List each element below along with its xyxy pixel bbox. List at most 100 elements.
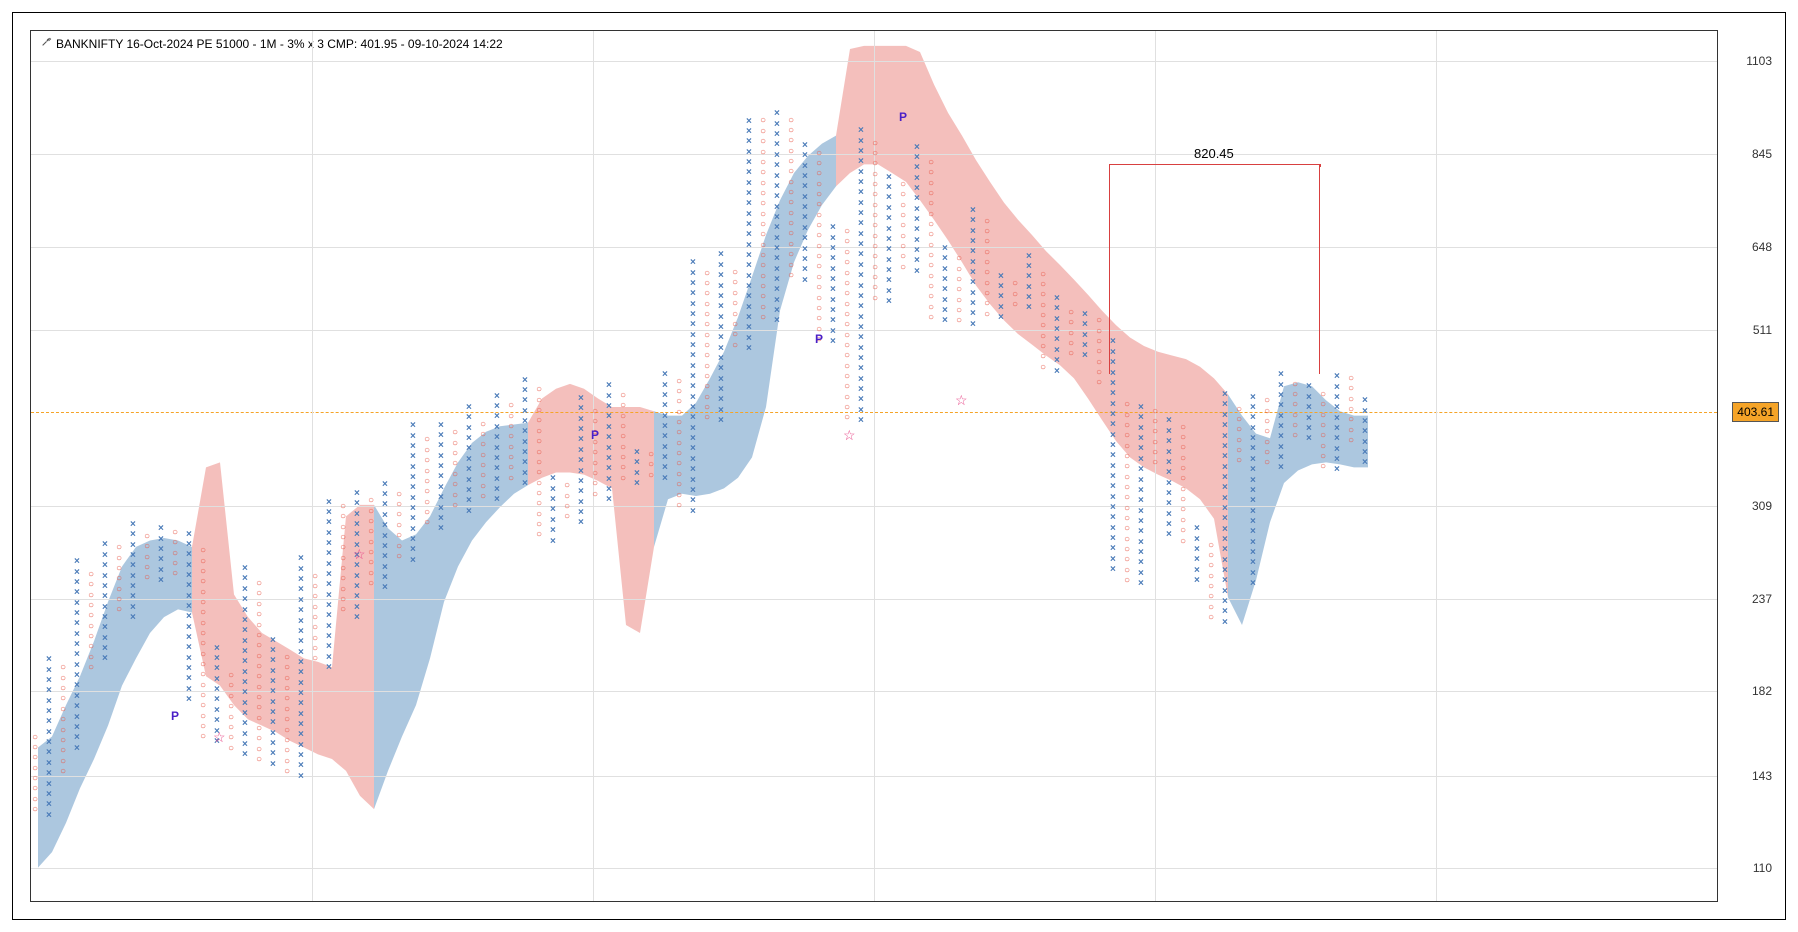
x-mark: × <box>830 284 836 295</box>
x-mark: × <box>46 685 52 696</box>
o-mark: ○ <box>956 305 962 316</box>
x-mark: × <box>690 454 696 465</box>
x-mark: × <box>858 187 864 198</box>
x-mark: × <box>186 622 192 633</box>
x-mark: × <box>774 243 780 254</box>
x-mark: × <box>438 451 444 462</box>
x-mark: × <box>802 223 808 234</box>
x-mark: × <box>1166 415 1172 426</box>
o-mark: ○ <box>1124 565 1130 576</box>
x-mark: × <box>186 539 192 550</box>
x-mark: × <box>158 575 164 586</box>
o-mark: ○ <box>1124 441 1130 452</box>
o-mark: ○ <box>872 210 878 221</box>
x-mark: × <box>690 495 696 506</box>
o-mark: ○ <box>1124 513 1130 524</box>
x-mark: × <box>326 548 332 559</box>
o-mark: ○ <box>900 241 906 252</box>
x-mark: × <box>802 212 808 223</box>
o-mark: ○ <box>620 421 626 432</box>
o-mark: ○ <box>116 604 122 615</box>
x-mark: × <box>46 727 52 738</box>
o-mark: ○ <box>312 622 318 633</box>
o-mark: ○ <box>368 537 374 548</box>
o-mark: ○ <box>592 489 598 500</box>
x-mark: × <box>634 447 640 458</box>
y-tick-label: 648 <box>1752 240 1772 254</box>
x-mark: × <box>718 312 724 323</box>
x-mark: × <box>102 560 108 571</box>
x-mark: × <box>1278 421 1284 432</box>
x-mark: × <box>46 810 52 821</box>
o-mark: ○ <box>1292 410 1298 421</box>
o-mark: ○ <box>1236 414 1242 425</box>
x-mark: × <box>1222 555 1228 566</box>
x-mark: × <box>970 246 976 257</box>
o-mark: ○ <box>256 682 262 693</box>
o-mark: ○ <box>844 247 850 258</box>
x-mark: × <box>1110 512 1116 523</box>
o-mark: ○ <box>732 288 738 299</box>
o-mark: ○ <box>1236 455 1242 466</box>
o-mark: ○ <box>508 462 514 473</box>
x-mark: × <box>718 405 724 416</box>
o-mark: ○ <box>480 470 486 481</box>
o-mark: ○ <box>844 268 850 279</box>
x-mark: × <box>1054 324 1060 335</box>
x-mark: × <box>662 400 668 411</box>
x-mark: × <box>1166 488 1172 499</box>
o-mark: ○ <box>732 298 738 309</box>
o-mark: ○ <box>760 136 766 147</box>
x-mark: × <box>1278 400 1284 411</box>
x-mark: × <box>970 205 976 216</box>
x-mark: × <box>326 652 332 663</box>
x-mark: × <box>242 687 248 698</box>
o-mark: ○ <box>508 431 514 442</box>
x-mark: × <box>1222 462 1228 473</box>
x-mark: × <box>802 161 808 172</box>
o-mark: ○ <box>1096 336 1102 347</box>
o-mark: ○ <box>1208 602 1214 613</box>
x-mark: × <box>186 529 192 540</box>
o-mark: ○ <box>368 568 374 579</box>
x-mark: × <box>1250 557 1256 568</box>
x-mark: × <box>186 611 192 622</box>
o-mark: ○ <box>816 272 822 283</box>
x-mark: × <box>1194 544 1200 555</box>
x-mark: × <box>578 424 584 435</box>
plot-area[interactable]: 1101431822373095116488451103403.61○○○○○○… <box>31 31 1717 901</box>
x-mark: × <box>410 451 416 462</box>
x-mark: × <box>494 443 500 454</box>
x-mark: × <box>1082 319 1088 330</box>
o-mark: ○ <box>340 501 346 512</box>
x-mark: × <box>298 657 304 668</box>
o-mark: ○ <box>32 752 38 763</box>
o-mark: ○ <box>1040 269 1046 280</box>
o-mark: ○ <box>984 257 990 268</box>
o-mark: ○ <box>368 526 374 537</box>
o-mark: ○ <box>1180 515 1186 526</box>
o-mark: ○ <box>1236 445 1242 456</box>
x-mark: × <box>1110 471 1116 482</box>
o-mark: ○ <box>1040 300 1046 311</box>
x-mark: × <box>774 171 780 182</box>
x-mark: × <box>1306 423 1312 434</box>
x-mark: × <box>74 691 80 702</box>
x-mark: × <box>1110 419 1116 430</box>
x-mark: × <box>326 517 332 528</box>
o-mark: ○ <box>872 251 878 262</box>
x-mark: × <box>74 587 80 598</box>
x-mark: × <box>718 301 724 312</box>
x-mark: × <box>326 610 332 621</box>
o-mark: ○ <box>88 590 94 601</box>
grid-line-v <box>312 31 313 901</box>
x-mark: × <box>662 369 668 380</box>
x-mark: × <box>242 708 248 719</box>
o-mark: ○ <box>928 188 934 199</box>
x-mark: × <box>550 525 556 536</box>
x-mark: × <box>662 390 668 401</box>
o-mark: ○ <box>1292 389 1298 400</box>
x-mark: × <box>158 544 164 555</box>
x-mark: × <box>1334 433 1340 444</box>
o-mark: ○ <box>536 395 542 406</box>
